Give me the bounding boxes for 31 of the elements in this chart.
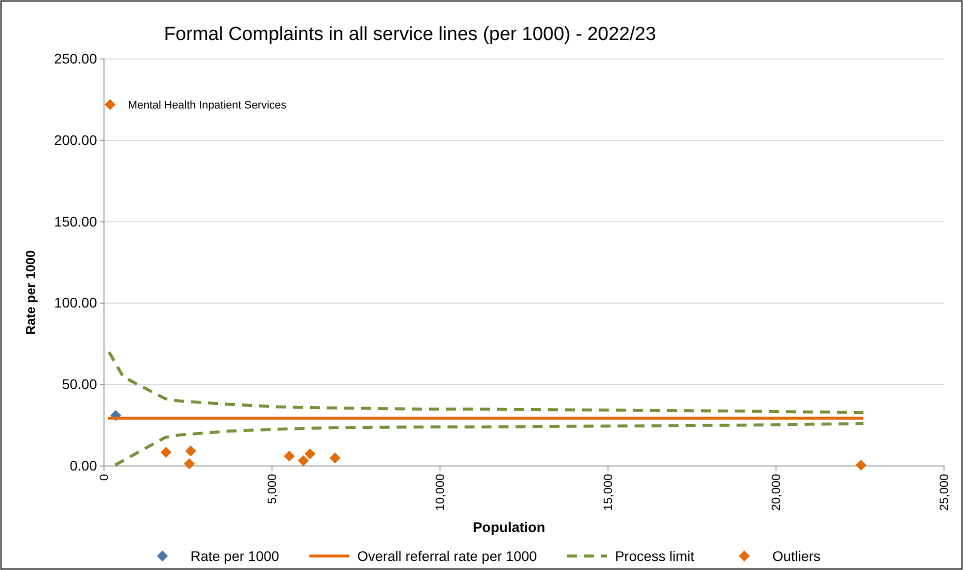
point bbox=[298, 455, 309, 466]
line-series bbox=[108, 350, 865, 414]
y-tick-label: 50.00 bbox=[62, 376, 98, 392]
point bbox=[160, 446, 172, 458]
chart-title: Formal Complaints in all service lines (per 1000) - 2022/23 bbox=[164, 24, 656, 45]
y-tick-label: 0.00 bbox=[70, 457, 98, 474]
point bbox=[104, 99, 116, 110]
legend-label: Rate per 1000 bbox=[190, 548, 280, 564]
y-axis-title: Rate per 1000 bbox=[23, 250, 38, 335]
line-series bbox=[114, 422, 865, 467]
x-tick-label: 25,000 bbox=[937, 474, 952, 511]
point bbox=[184, 458, 195, 470]
y-tick-label: 150.00 bbox=[54, 213, 98, 230]
legend-label: Outliers bbox=[772, 548, 821, 564]
y-tick-label: 100.00 bbox=[54, 294, 98, 311]
x-axis-title: Population bbox=[472, 519, 546, 535]
point bbox=[330, 452, 340, 464]
point bbox=[304, 448, 316, 460]
point bbox=[284, 450, 295, 462]
x-tick-label: 15,000 bbox=[601, 474, 616, 511]
x-tick-label: 5,000 bbox=[265, 474, 280, 504]
y-tick-label: 250.00 bbox=[54, 50, 98, 66]
point bbox=[856, 460, 866, 471]
x-tick-label: 0 bbox=[97, 474, 112, 481]
point bbox=[185, 446, 196, 456]
legend-label: Overall referral rate per 1000 bbox=[357, 548, 538, 564]
x-tick-label: 20,000 bbox=[769, 474, 784, 511]
x-tick-label: 10,000 bbox=[433, 474, 448, 511]
y-tick-label: 200.00 bbox=[54, 132, 98, 148]
legend-label: Process limit bbox=[614, 548, 694, 564]
annotation: Mental Health Inpatient Services bbox=[128, 100, 287, 112]
